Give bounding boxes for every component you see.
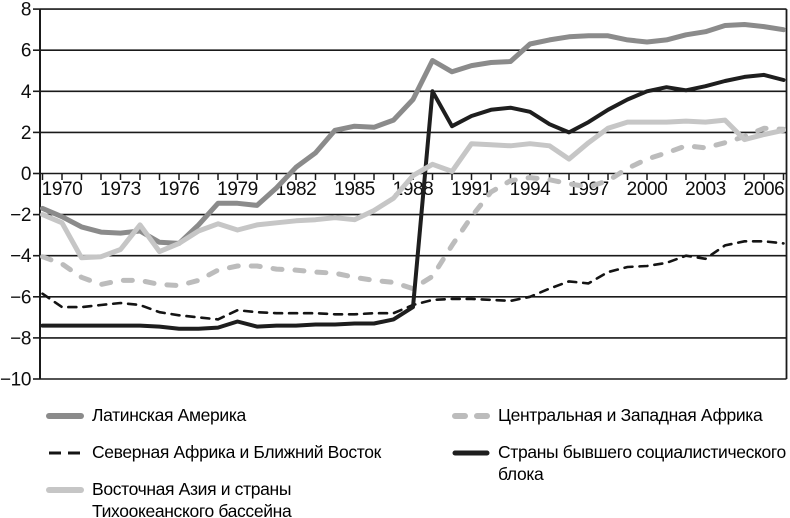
legend-label-latin-america: Латинская Америка <box>92 405 246 425</box>
legend-left-column: Латинская Америка Северная Африка и Ближ… <box>46 404 446 518</box>
legend-right-column: Центральная и Западная Африка Страны быв… <box>452 404 787 500</box>
svg-text:2000: 2000 <box>627 179 668 200</box>
legend-item-north-africa-middle-east: Северная Африка и Ближний Восток <box>46 441 446 463</box>
svg-text:2003: 2003 <box>685 179 726 200</box>
legend-label-central-west-africa: Центральная и Западная Африка <box>498 405 763 425</box>
svg-text:−10: −10 <box>0 370 31 391</box>
legend-label-north-africa-middle-east: Северная Африка и Ближний Восток <box>92 442 381 462</box>
legend-label-east-asia-pacific: Восточная Азия и страны Тихоокеанского б… <box>92 479 292 518</box>
svg-text:2006: 2006 <box>744 179 785 200</box>
svg-text:1976: 1976 <box>159 179 200 200</box>
legend-swatch-dashed-lightgray <box>452 413 490 419</box>
svg-text:1985: 1985 <box>334 179 375 200</box>
legend-item-east-asia-pacific: Восточная Азия и страны Тихоокеанского б… <box>46 478 446 518</box>
svg-text:1991: 1991 <box>451 179 492 200</box>
svg-text:1994: 1994 <box>510 179 552 200</box>
svg-text:6: 6 <box>21 41 31 62</box>
legend-swatch-solid-lightgray <box>46 487 84 493</box>
svg-text:−4: −4 <box>10 246 32 267</box>
legend-item-former-socialist-bloc: Страны бывшего социалистического блока <box>452 441 787 485</box>
legend-label-former-socialist-bloc: Страны бывшего социалистического блока <box>498 442 786 484</box>
svg-text:4: 4 <box>21 82 32 103</box>
svg-text:0: 0 <box>21 164 31 185</box>
legend-swatch-dashed-black <box>49 451 81 455</box>
svg-text:2: 2 <box>21 123 31 144</box>
svg-text:−8: −8 <box>10 328 31 349</box>
svg-text:−6: −6 <box>10 287 31 308</box>
line-chart: 8 6 4 2 0 −2 −4 −6 −8 −10 1970 1973 1976 1979 1982 1985… <box>0 0 788 391</box>
legend-item-latin-america: Латинская Америка <box>46 404 446 426</box>
svg-text:1979: 1979 <box>217 179 258 200</box>
legend-item-central-west-africa: Центральная и Западная Африка <box>452 404 787 426</box>
svg-text:−2: −2 <box>10 205 31 226</box>
svg-text:1973: 1973 <box>100 179 141 200</box>
svg-text:8: 8 <box>21 0 31 21</box>
legend-swatch-solid-gray <box>46 413 84 419</box>
svg-text:1982: 1982 <box>276 179 317 200</box>
svg-text:1970: 1970 <box>42 179 83 200</box>
legend-swatch-solid-black <box>452 450 490 456</box>
